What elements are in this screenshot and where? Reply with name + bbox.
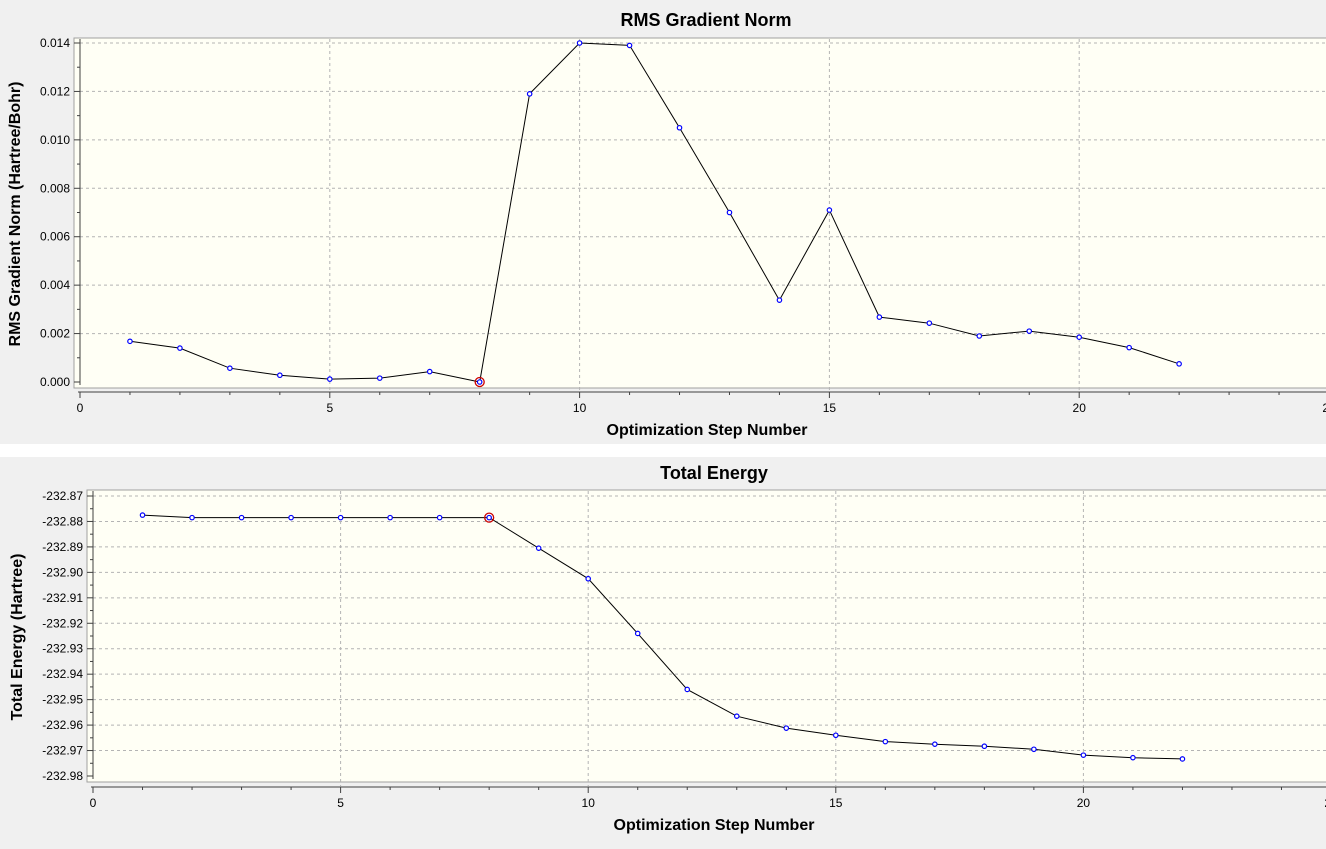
series <box>127 40 1182 388</box>
data-point[interactable] <box>535 545 542 551</box>
y-tick-label: 0.012 <box>40 84 70 98</box>
panel-separator <box>0 444 1326 457</box>
data-point[interactable] <box>486 514 492 521</box>
series-line <box>142 514 1183 760</box>
y-tick-label: -232.94 <box>42 667 83 681</box>
y-tick-label: 0.006 <box>40 230 70 244</box>
x-axis-label: Optimization Step Number <box>607 422 808 439</box>
data-point[interactable] <box>876 314 883 320</box>
x-tick-label: 10 <box>573 401 587 415</box>
y-tick-label: -232.92 <box>42 616 83 630</box>
data-point[interactable] <box>436 514 443 521</box>
data-point[interactable] <box>238 514 245 521</box>
data-point[interactable] <box>1026 328 1033 334</box>
data-point[interactable] <box>634 630 641 637</box>
total-energy-chart-panel: Total Energy 0 5 10 15 20 25 -232.87 -232.88 -23… <box>0 457 1326 849</box>
data-point[interactable] <box>726 209 733 216</box>
data-point[interactable] <box>139 512 146 518</box>
chart-title: Total Energy <box>660 463 768 483</box>
data-point[interactable] <box>526 91 533 97</box>
y-tick-label: -232.87 <box>42 489 83 503</box>
data-point[interactable] <box>189 514 195 521</box>
data-point[interactable] <box>576 40 583 46</box>
y-tick-label: -232.89 <box>42 540 83 554</box>
x-tick-label: 10 <box>582 796 596 810</box>
x-tick-label: 5 <box>337 796 344 810</box>
y-tick-label: -232.93 <box>42 642 83 656</box>
y-tick-label: 0.002 <box>40 327 70 341</box>
data-point[interactable] <box>926 320 933 326</box>
y-tick-label: -232.98 <box>42 769 83 783</box>
data-point[interactable] <box>783 725 790 731</box>
data-point[interactable] <box>326 376 333 382</box>
y-tick-label: 0.000 <box>40 375 70 389</box>
x-tick-label: 0 <box>77 401 84 415</box>
y-tick-label: -232.90 <box>42 565 83 579</box>
rms-gradient-chart: RMS Gradient Norm 0 5 10 15 20 25 0.000 0.002 0.… <box>7 10 1326 439</box>
current-step-marker[interactable] <box>484 512 495 523</box>
data-point[interactable] <box>832 732 839 739</box>
plot-area <box>86 489 1326 783</box>
y-tick-label: -232.95 <box>42 693 83 707</box>
grid <box>93 491 1326 786</box>
y-axis-label: Total Energy (Hartree) <box>9 554 26 721</box>
data-point[interactable] <box>776 297 783 303</box>
data-point[interactable] <box>337 514 344 521</box>
data-point[interactable] <box>1080 752 1087 758</box>
data-point[interactable] <box>227 365 233 371</box>
y-tick-label: 0.004 <box>40 278 70 292</box>
series <box>139 512 1186 762</box>
chart-title: RMS Gradient Norm <box>620 10 791 30</box>
data-point[interactable] <box>684 686 691 693</box>
x-tick-label: 20 <box>1073 401 1087 415</box>
data-point[interactable] <box>626 42 633 49</box>
x-tick-label: 25 <box>1324 796 1326 810</box>
x-tick-label: 25 <box>1322 401 1326 415</box>
data-point[interactable] <box>426 368 433 375</box>
data-point[interactable] <box>376 375 383 381</box>
data-point[interactable] <box>932 741 938 747</box>
y-tick-label: -232.97 <box>42 744 83 758</box>
current-step-marker[interactable] <box>474 376 485 388</box>
data-point[interactable] <box>1076 334 1083 341</box>
x-tick-label: 15 <box>829 796 843 810</box>
data-point[interactable] <box>127 338 133 345</box>
y-tick-label: -232.88 <box>42 514 83 528</box>
x-axis-label: Optimization Step Number <box>614 817 815 834</box>
grid <box>80 39 1326 391</box>
data-point[interactable] <box>387 514 393 521</box>
axis-ticks: 0 5 10 15 20 25 -232.87 -232.88 -232.89 -232.90 -2… <box>42 489 1326 810</box>
data-point[interactable] <box>733 713 740 719</box>
y-tick-label: -232.91 <box>42 591 83 605</box>
data-point[interactable] <box>981 743 988 750</box>
data-point[interactable] <box>476 379 483 385</box>
data-point[interactable] <box>177 345 183 351</box>
data-point[interactable] <box>585 575 592 582</box>
series-line <box>129 42 1180 383</box>
total-energy-chart: Total Energy 0 5 10 15 20 25 -232.87 -232.88 -23… <box>9 463 1326 834</box>
x-tick-label: 0 <box>90 796 97 810</box>
data-point[interactable] <box>1179 756 1186 762</box>
data-point[interactable] <box>676 124 683 131</box>
y-tick-label: 0.010 <box>40 133 70 147</box>
y-tick-label: 0.014 <box>40 36 70 50</box>
x-tick-label: 20 <box>1077 796 1091 810</box>
rms-gradient-chart-panel: RMS Gradient Norm 0 5 10 15 20 25 0.000 0.002 0.… <box>7 10 1326 439</box>
data-point[interactable] <box>976 333 983 339</box>
data-point[interactable] <box>1130 754 1136 761</box>
plot-area <box>73 37 1326 389</box>
y-axis-label: RMS Gradient Norm (Hartree/Bohr) <box>7 82 24 347</box>
y-tick-label: 0.008 <box>40 181 70 195</box>
y-tick-label: -232.96 <box>42 718 83 732</box>
x-tick-label: 15 <box>823 401 837 415</box>
x-tick-label: 5 <box>326 401 333 415</box>
axis-ticks: 0 5 10 15 20 25 0.000 0.002 0.004 0.006 0.008 0.010… <box>40 36 1326 415</box>
data-point[interactable] <box>826 207 833 213</box>
data-point[interactable] <box>277 372 283 379</box>
data-point[interactable] <box>1031 746 1037 753</box>
data-point[interactable] <box>1126 344 1132 351</box>
data-point[interactable] <box>288 514 294 521</box>
data-point[interactable] <box>882 738 889 745</box>
data-point[interactable] <box>1176 361 1182 367</box>
